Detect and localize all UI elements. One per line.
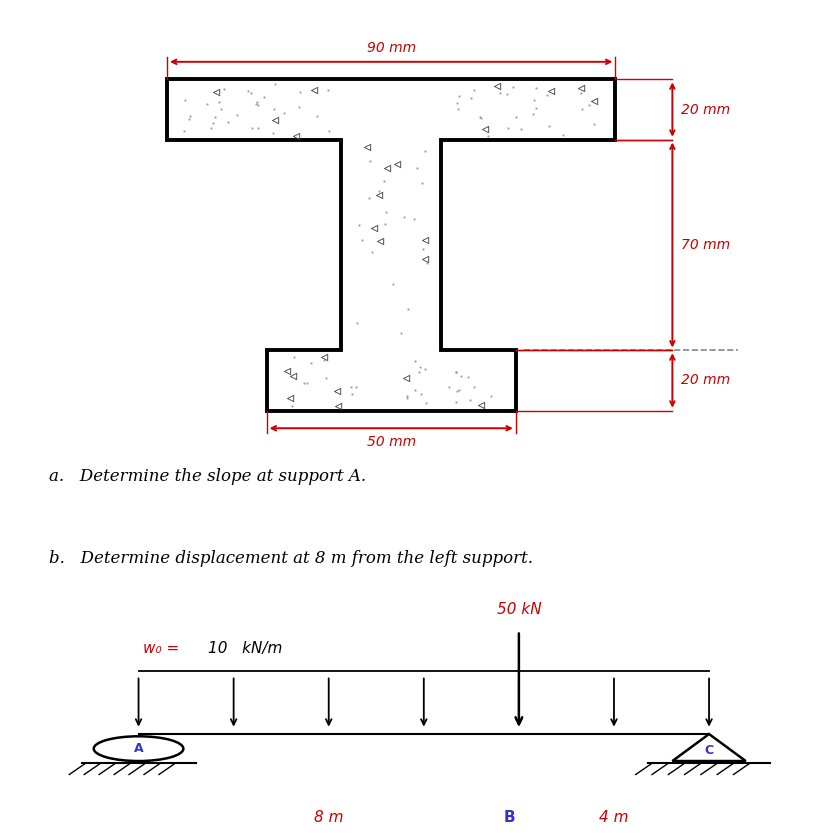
Text: 90 mm: 90 mm xyxy=(367,41,416,55)
Text: 20 mm: 20 mm xyxy=(681,102,729,117)
Text: 20 mm: 20 mm xyxy=(681,373,729,387)
Text: A: A xyxy=(134,742,143,756)
Text: 70 mm: 70 mm xyxy=(681,238,729,252)
Polygon shape xyxy=(167,79,615,411)
Text: B: B xyxy=(503,810,515,825)
Text: 50 kN: 50 kN xyxy=(496,602,541,617)
Text: C: C xyxy=(704,744,714,757)
Text: w₀ =: w₀ = xyxy=(143,641,178,656)
Text: 10   kN/m: 10 kN/m xyxy=(208,641,282,656)
Text: 50 mm: 50 mm xyxy=(367,435,416,449)
Text: b.   Determine displacement at 8 m from the left support.: b. Determine displacement at 8 m from th… xyxy=(49,550,533,567)
Text: 4 m: 4 m xyxy=(599,810,628,825)
Text: a.   Determine the slope at support A.: a. Determine the slope at support A. xyxy=(49,468,366,485)
Text: 8 m: 8 m xyxy=(314,810,343,825)
